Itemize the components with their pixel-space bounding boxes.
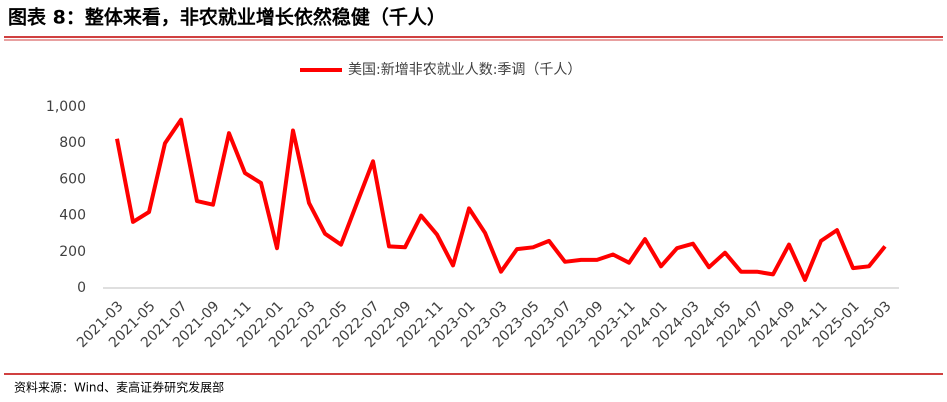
y-tick-label: 400	[59, 208, 86, 224]
y-tick-label: 200	[59, 244, 86, 260]
source-note: 资料来源：Wind、麦高证券研究发展部	[14, 380, 224, 395]
page-title: 图表 8：整体来看，非农就业增长依然稳健（千人）	[8, 6, 446, 29]
series-line	[115, 117, 887, 282]
y-tick-label: 600	[59, 171, 86, 187]
y-tick-label: 800	[59, 135, 86, 151]
y-tick-label: 1,000	[46, 99, 86, 115]
legend-label: 美国:新增非农就业人数:季调（千人）	[348, 62, 581, 78]
y-tick-label: 0	[77, 280, 86, 296]
